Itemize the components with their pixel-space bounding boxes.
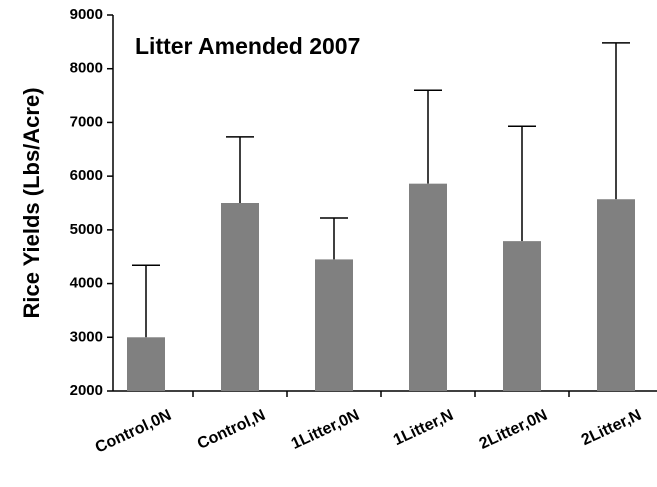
y-tick-label: 8000 <box>70 60 103 77</box>
bar <box>597 199 635 391</box>
y-tick-label: 2000 <box>70 382 103 399</box>
x-tick-label: 1Litter,0N <box>289 407 362 453</box>
x-tick-label: Control,0N <box>93 407 174 457</box>
y-tick-label: 9000 <box>70 6 103 23</box>
x-tick-label: 2Litter,N <box>579 407 644 449</box>
bar <box>315 259 353 391</box>
y-tick-label: 7000 <box>70 113 103 130</box>
x-tick-label: Control,N <box>195 407 268 453</box>
bar <box>503 241 541 391</box>
y-axis-label: Rice Yields (Lbs/Acre) <box>19 87 44 318</box>
y-tick-label: 6000 <box>70 167 103 184</box>
y-tick-label: 5000 <box>70 221 103 238</box>
chart-title: Litter Amended 2007 <box>135 33 360 59</box>
y-tick-label: 4000 <box>70 275 103 292</box>
x-tick-label: 2Litter,0N <box>477 407 550 453</box>
bar <box>221 203 259 391</box>
y-tick-label: 3000 <box>70 328 103 345</box>
bar <box>409 183 447 391</box>
x-tick-label: 1Litter,N <box>391 407 456 449</box>
bar <box>127 337 165 391</box>
